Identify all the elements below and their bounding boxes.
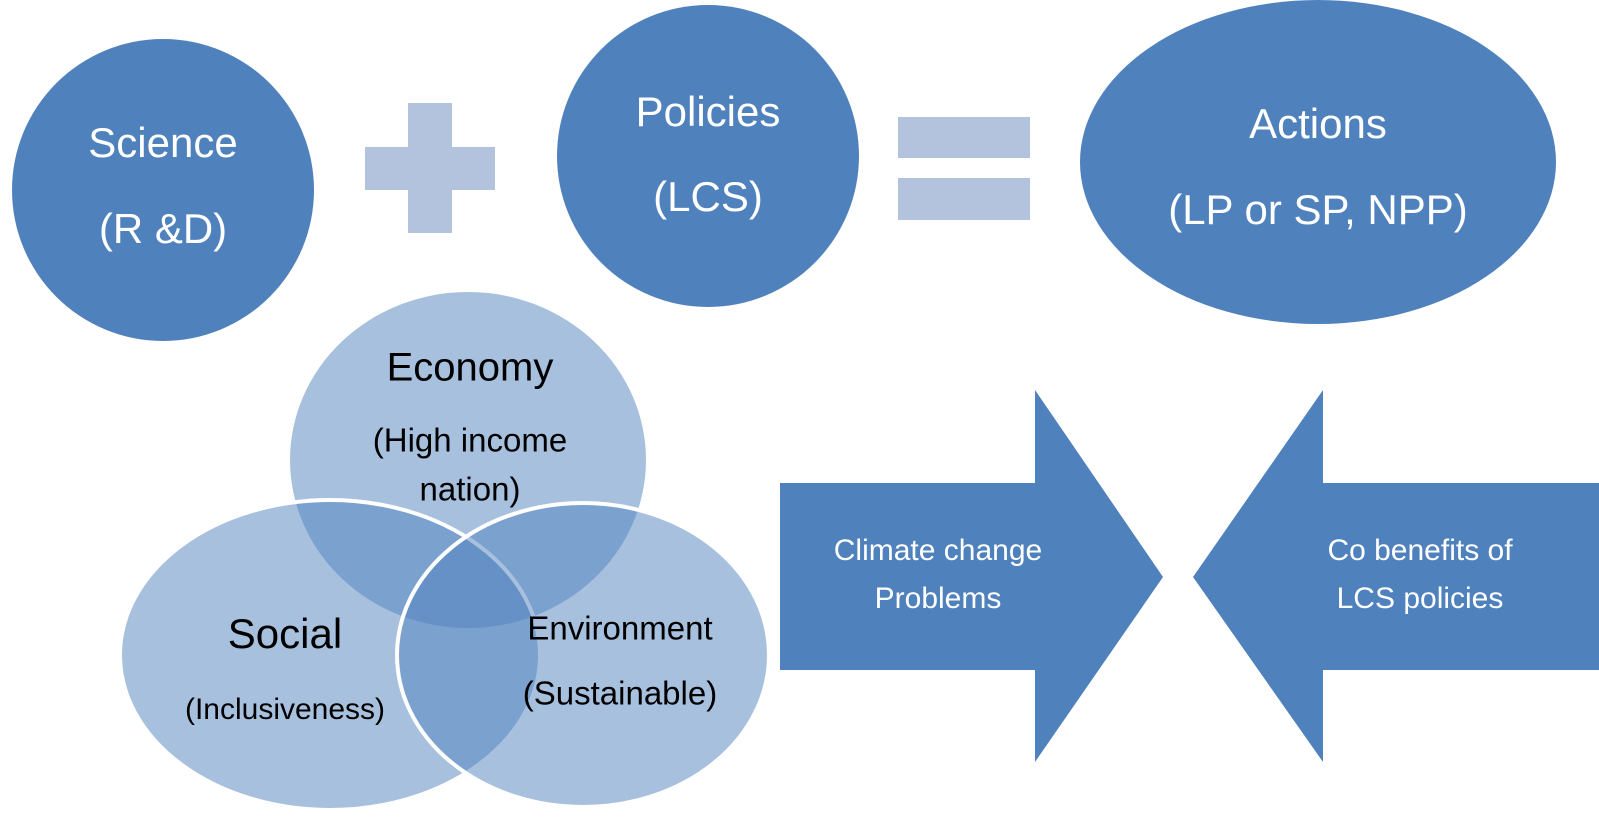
environment-ellipse (395, 501, 771, 809)
label: (High income (373, 422, 567, 459)
label: Social (228, 610, 342, 657)
label: Problems (875, 582, 1002, 615)
label: Climate change (834, 534, 1042, 567)
science-circle (12, 39, 314, 341)
label: (Inclusiveness) (185, 693, 385, 726)
plus-vertical (408, 103, 452, 233)
policies-circle (557, 5, 859, 307)
label: (LP or SP, NPP) (1168, 186, 1468, 233)
label: Actions (1249, 100, 1387, 147)
label: Co benefits of (1327, 534, 1513, 567)
label: Policies (636, 88, 781, 135)
arrow-right (780, 390, 1163, 762)
label: (Sustainable) (523, 675, 717, 712)
label: nation) (420, 471, 521, 508)
equals-top (898, 117, 1030, 158)
label: (LCS) (653, 173, 763, 220)
label: Environment (527, 610, 712, 647)
label: LCS policies (1337, 582, 1504, 615)
label: Economy (387, 346, 554, 390)
actions-ellipse (1080, 0, 1556, 324)
label: (R &D) (99, 205, 227, 252)
arrow-left (1193, 390, 1599, 762)
equals-bottom (898, 178, 1030, 220)
label: Science (88, 119, 237, 166)
labels: Science (R &D) Policies (LCS) Actions (LP or … (88, 88, 1513, 726)
